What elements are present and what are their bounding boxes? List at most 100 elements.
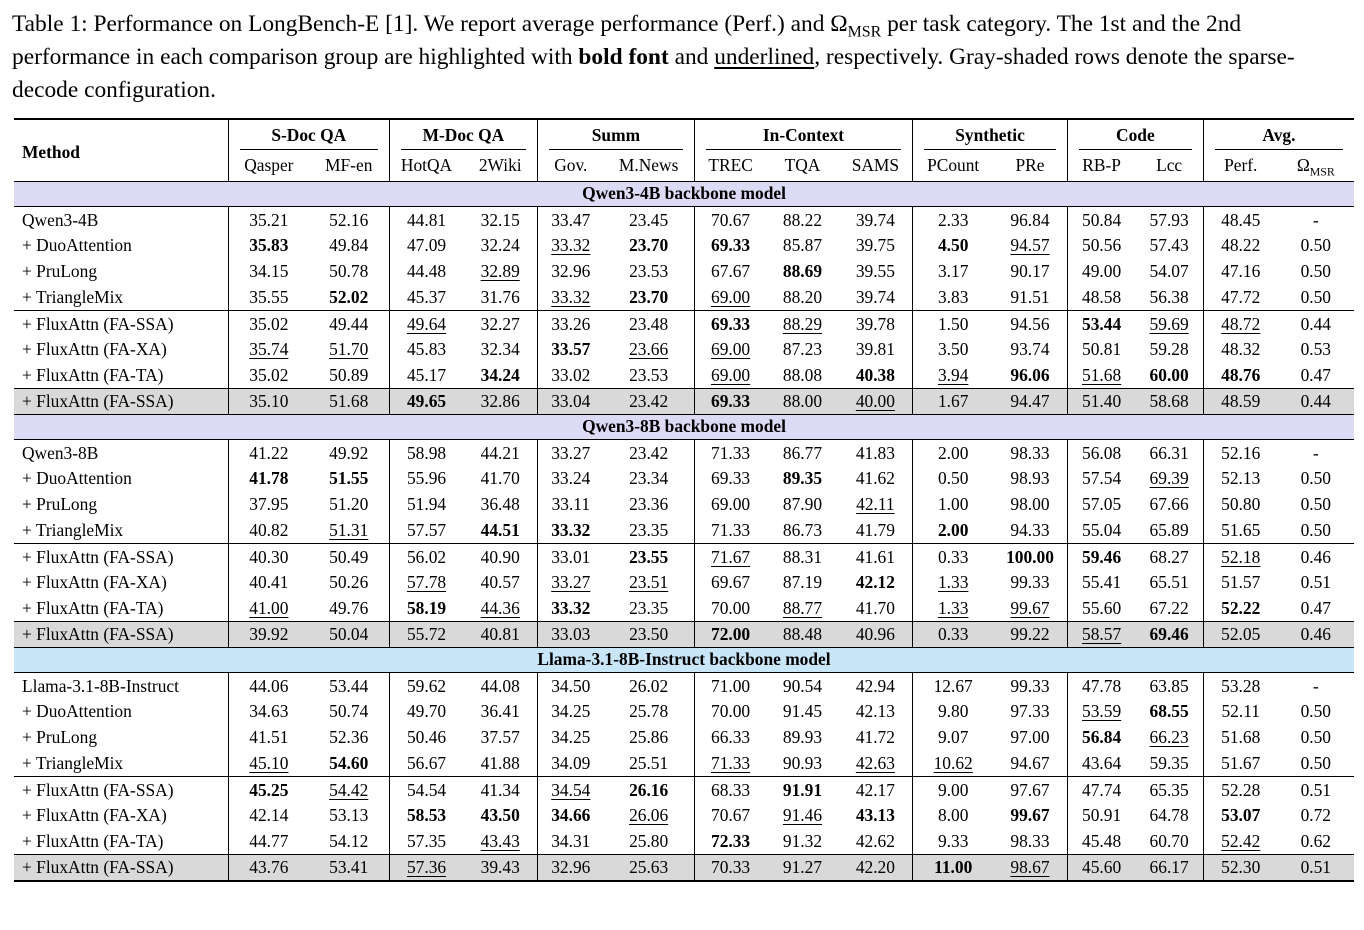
column-header: TREC bbox=[693, 151, 767, 182]
value-cell: 40.82 bbox=[227, 517, 309, 544]
value-cell: 3.17 bbox=[912, 258, 994, 285]
value-cell: 33.32 bbox=[537, 595, 604, 622]
value-cell: 52.02 bbox=[329, 287, 369, 308]
value-cell: 9.33 bbox=[912, 828, 994, 855]
table-row: + DuoAttention 41.78 51.55 55.96 41.70 33.24 2… bbox=[14, 465, 1354, 492]
value-cell: 40.90 bbox=[480, 546, 520, 567]
value-cell: 51.55 bbox=[329, 468, 369, 489]
value-cell: 48.32 bbox=[1202, 336, 1278, 363]
column-header: TQA bbox=[784, 155, 821, 176]
value-cell: 42.12 bbox=[855, 572, 895, 593]
value-cell: 88.77 bbox=[782, 598, 823, 619]
section-banner-label: Llama-3.1-8B-Instruct backbone model bbox=[14, 647, 1354, 673]
value-cell: 88.22 bbox=[782, 209, 823, 230]
value-cell: 41.72 bbox=[855, 727, 895, 748]
value-cell: 68.27 bbox=[1149, 546, 1189, 567]
value-cell: 0.50 bbox=[1300, 753, 1331, 774]
value-cell: 1.33 bbox=[912, 569, 994, 596]
value-cell: 40.00 bbox=[838, 388, 913, 415]
value-cell: 33.03 bbox=[537, 621, 604, 648]
value-cell: 45.17 bbox=[388, 362, 464, 389]
value-cell: 49.92 bbox=[329, 442, 369, 463]
value-cell: 32.96 bbox=[537, 258, 604, 285]
value-cell: 50.89 bbox=[329, 365, 369, 386]
value-cell: 39.81 bbox=[855, 339, 895, 360]
value-cell: 89.35 bbox=[782, 468, 823, 489]
value-cell: 35.21 bbox=[227, 206, 309, 233]
value-cell: 58.53 bbox=[388, 802, 464, 829]
value-cell: 97.00 bbox=[1010, 727, 1050, 748]
value-cell: 34.54 bbox=[537, 776, 604, 803]
value-cell: 1.67 bbox=[912, 388, 994, 415]
method-cell: + FluxAttn (FA-TA) bbox=[22, 598, 164, 619]
value-cell: 66.31 bbox=[1149, 442, 1189, 463]
value-cell: 39.43 bbox=[463, 854, 538, 881]
value-cell: 70.33 bbox=[693, 854, 767, 881]
value-cell: 71.33 bbox=[693, 750, 767, 777]
value-cell: 88.20 bbox=[782, 287, 823, 308]
value-cell: 49.84 bbox=[329, 235, 369, 256]
value-cell: 59.62 bbox=[388, 672, 464, 699]
value-cell: 63.85 bbox=[1149, 675, 1189, 696]
value-cell: 53.44 bbox=[1066, 310, 1136, 337]
value-cell: 52.11 bbox=[1202, 698, 1278, 725]
value-cell: 48.76 bbox=[1202, 362, 1278, 389]
value-cell: 25.78 bbox=[629, 701, 669, 722]
method-cell: + FluxAttn (FA-TA) bbox=[22, 365, 164, 386]
table-row: + FluxAttn (FA-XA) 40.41 50.26 57.78 40.57 33… bbox=[14, 569, 1354, 596]
value-cell: 69.33 bbox=[693, 232, 767, 259]
value-cell: 0.46 bbox=[1277, 621, 1354, 648]
value-cell: 60.00 bbox=[1149, 365, 1189, 386]
value-cell: 39.55 bbox=[855, 261, 895, 282]
method-cell: + FluxAttn (FA-SSA) bbox=[14, 621, 229, 648]
value-cell: 50.26 bbox=[329, 572, 369, 593]
value-cell: 40.57 bbox=[480, 572, 520, 593]
value-cell: 70.00 bbox=[693, 595, 767, 622]
value-cell: 52.30 bbox=[1202, 854, 1278, 881]
method-cell: + FluxAttn (FA-XA) bbox=[22, 339, 167, 360]
value-cell: 0.51 bbox=[1277, 854, 1354, 881]
table-row: + PruLong 37.95 51.20 51.94 36.48 33.11 23.36 6… bbox=[14, 491, 1354, 518]
value-cell: 43.43 bbox=[480, 831, 520, 852]
value-cell: 48.72 bbox=[1202, 310, 1278, 337]
column-group-header: Avg. bbox=[1202, 119, 1354, 152]
value-cell: 0.33 bbox=[912, 543, 994, 570]
column-group-header: In-Context bbox=[693, 119, 913, 152]
value-cell: 42.11 bbox=[856, 494, 895, 515]
value-cell: 45.25 bbox=[227, 776, 309, 803]
method-cell: + TriangleMix bbox=[22, 753, 124, 774]
value-cell: 0.51 bbox=[1300, 779, 1331, 800]
value-cell: 26.06 bbox=[629, 805, 669, 826]
value-cell: 32.27 bbox=[480, 313, 520, 334]
value-cell: 23.55 bbox=[629, 546, 669, 567]
value-cell: 49.65 bbox=[388, 388, 464, 415]
value-cell: 56.02 bbox=[388, 543, 464, 570]
value-cell: 0.44 bbox=[1277, 388, 1354, 415]
value-cell: 51.65 bbox=[1202, 517, 1278, 544]
value-cell: 69.33 bbox=[693, 388, 767, 415]
value-cell: 33.27 bbox=[537, 439, 604, 466]
value-cell: 89.93 bbox=[782, 727, 823, 748]
column-header: MF-en bbox=[325, 155, 373, 176]
value-cell: 0.50 bbox=[1300, 520, 1331, 541]
value-cell: 51.31 bbox=[329, 520, 369, 541]
value-cell: 69.33 bbox=[693, 310, 767, 337]
value-cell: 50.56 bbox=[1066, 232, 1136, 259]
value-cell: 52.05 bbox=[1202, 621, 1278, 648]
value-cell: 0.50 bbox=[1300, 701, 1331, 722]
method-column-header: Method bbox=[22, 141, 80, 162]
value-cell: 41.78 bbox=[227, 465, 309, 492]
value-cell: 91.27 bbox=[766, 854, 839, 881]
value-cell: 0.51 bbox=[1300, 572, 1331, 593]
value-cell: 35.74 bbox=[227, 336, 309, 363]
value-cell: 23.35 bbox=[629, 520, 669, 541]
value-cell: 51.57 bbox=[1202, 569, 1278, 596]
value-cell: 44.08 bbox=[480, 675, 520, 696]
value-cell: 71.00 bbox=[693, 672, 767, 699]
value-cell: 91.51 bbox=[1010, 287, 1050, 308]
value-cell: 42.62 bbox=[855, 831, 895, 852]
table-header: Method S-Doc QA M-Doc QA Summ In-Context Synt… bbox=[14, 119, 1354, 182]
value-cell: 58.68 bbox=[1135, 388, 1204, 415]
value-cell: 52.16 bbox=[329, 209, 369, 230]
table-row: + PruLong 34.15 50.78 44.48 32.89 32.96 23.53 6… bbox=[14, 258, 1354, 285]
